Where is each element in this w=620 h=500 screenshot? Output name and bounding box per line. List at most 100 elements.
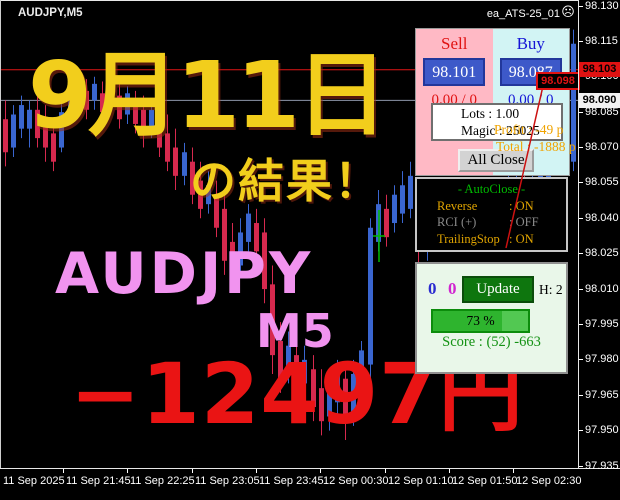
overlay-timeframe-text: M5 — [256, 304, 334, 358]
candle-body — [43, 123, 48, 148]
price-tick-label: 97.995 — [585, 317, 619, 330]
candle-body — [368, 227, 373, 365]
autoclose-row-trailingstop: TrailingStop : ON — [417, 232, 566, 247]
candle-body — [68, 90, 73, 120]
time-tick-label: 11 Sep 22:25 — [130, 475, 195, 487]
candle-body — [400, 185, 405, 214]
lots-line: Lots : 1.00 — [461, 106, 520, 121]
autoclose-row-value: : ON — [509, 198, 534, 213]
candle-body — [222, 208, 227, 261]
candle-body — [149, 109, 154, 129]
autoclose-row-value: : ON — [509, 231, 534, 246]
candle-body — [11, 114, 16, 148]
progress-bar: 73 % — [431, 309, 530, 333]
ea-smiley-icon[interactable]: ☹ — [561, 4, 575, 19]
candle-body — [319, 388, 324, 422]
candle-body — [254, 223, 259, 252]
autoclose-row-label: Reverse — [437, 198, 478, 213]
overlay-symbol-text: AUDJPY — [55, 241, 314, 307]
overlay-result-text: の結果！ — [190, 154, 382, 208]
autoclose-row-rci: RCI (+) : OFF — [417, 215, 566, 230]
price-tick-label: 98.040 — [585, 211, 619, 224]
candle-body — [302, 359, 307, 384]
time-tick-label: 11 Sep 23:05 — [195, 475, 260, 487]
time-tick-dash — [63, 469, 64, 473]
candle-body — [359, 350, 364, 389]
autoclose-row-label: TrailingStop — [437, 231, 500, 246]
sell-label: Sell — [441, 34, 468, 53]
time-tick-dash — [513, 469, 514, 473]
candle-body — [262, 232, 267, 290]
price-tick-label: 98.130 — [585, 0, 619, 12]
candle-body — [190, 161, 195, 195]
price-tick-dash — [579, 217, 583, 219]
candle-body — [108, 86, 113, 106]
price-tick-dash — [579, 359, 583, 361]
price-tick-dash — [579, 430, 583, 432]
price-tick-label: 98.070 — [585, 141, 619, 154]
counter-magenta: 0 — [448, 279, 457, 298]
candle-body — [571, 43, 576, 162]
candle-body — [27, 109, 32, 129]
time-tick-label: 12 Sep 00:30 — [323, 475, 389, 487]
price-tick-dash — [579, 253, 583, 255]
candle-body — [76, 86, 81, 106]
price-tick-dash — [579, 465, 583, 467]
time-tick-dash — [127, 469, 128, 473]
score-label: Score : (52) -663 — [442, 334, 541, 350]
candle-body — [286, 345, 291, 370]
time-tick-label: 12 Sep 01:50 — [452, 475, 518, 487]
candle-body — [198, 180, 203, 209]
candle-body — [157, 119, 162, 148]
chart-price-box: 98.098 — [536, 72, 580, 90]
update-panel: 0 0 Update H: 2 73 % Score : (52) -663 — [415, 262, 568, 374]
price-tick-label: 97.950 — [585, 424, 619, 437]
time-tick-label: 11 Sep 23:45 — [259, 475, 324, 487]
candle-body — [408, 175, 413, 209]
autoclose-title: - AutoClose - — [457, 182, 526, 196]
price-tick-dash — [579, 40, 583, 42]
candle-body — [294, 355, 299, 389]
candle-body — [351, 374, 356, 412]
candle-body — [311, 369, 316, 408]
candle-body — [35, 109, 40, 139]
sell-button[interactable]: 98.101 — [423, 58, 486, 86]
candle-body — [214, 194, 219, 228]
update-button[interactable]: Update — [462, 276, 534, 303]
candle-body — [270, 284, 275, 356]
overlay-date-text: 9月11日 — [28, 42, 388, 149]
price-tick-dash — [579, 111, 583, 113]
price-tick-label: 98.115 — [585, 34, 618, 47]
candle-body — [230, 241, 235, 275]
candle-body — [51, 133, 56, 162]
ea-name-label: ea_ATS-25_01 — [486, 8, 560, 20]
time-axis-separator — [0, 468, 620, 469]
chart-symbol-label: AUDJPY,M5 — [18, 7, 83, 19]
buy-label: Buy — [516, 34, 545, 53]
time-tick-dash — [256, 469, 257, 473]
candle-body — [343, 378, 348, 417]
autoclose-row-label: RCI (+) — [437, 215, 477, 229]
candle-body — [3, 119, 8, 153]
time-tick-dash — [449, 469, 450, 473]
candle-body — [19, 105, 24, 129]
time-tick-dash — [192, 469, 193, 473]
candle-body — [125, 93, 130, 115]
candle-body — [92, 83, 97, 101]
price-tick-label: 98.085 — [585, 105, 619, 118]
price-tick-label: 97.980 — [585, 353, 619, 366]
progress-bar-fill — [433, 311, 503, 331]
candle-body — [100, 93, 105, 113]
counter-blue: 0 — [428, 279, 437, 298]
candle-body — [59, 112, 64, 148]
time-tick-label: 11 Sep 2025 — [3, 475, 65, 487]
total-line: Total : -1888 p — [496, 139, 576, 154]
mid-price-badge: 98.090 — [579, 92, 620, 108]
price-tick-label: 98.055 — [585, 176, 619, 189]
price-axis-separator — [578, 0, 579, 469]
autoclose-row-value: : OFF — [509, 215, 539, 229]
autoclose-row-reverse: Reverse : ON — [417, 199, 566, 214]
candle-body — [133, 100, 138, 124]
candle-body — [173, 147, 178, 176]
